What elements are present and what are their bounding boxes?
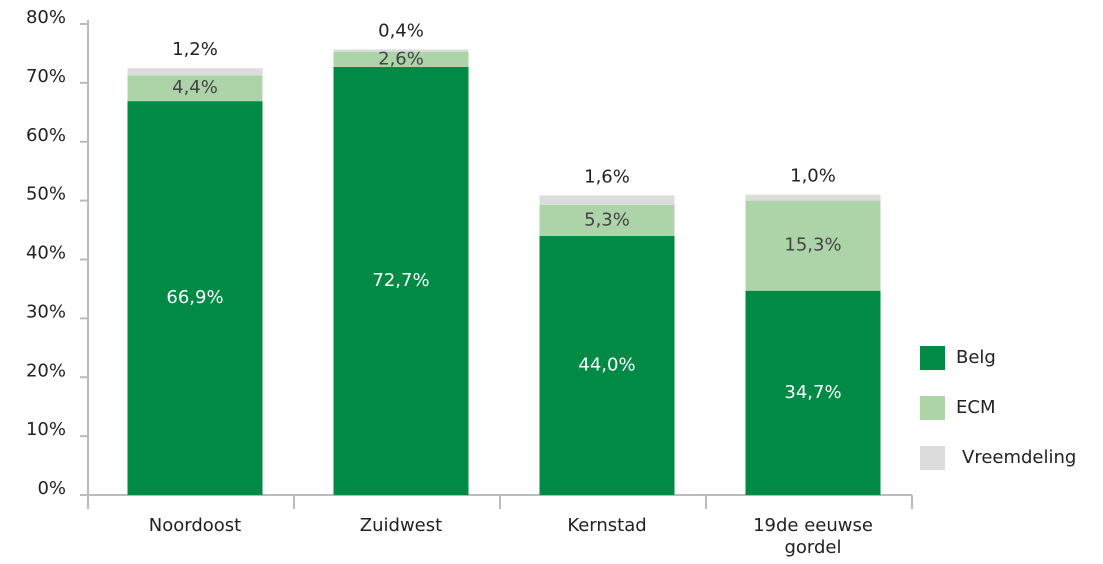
y-tick-label: 80% <box>26 7 66 28</box>
data-label: 15,3% <box>784 235 841 256</box>
y-tick-label: 10% <box>26 419 66 440</box>
legend-swatch <box>920 346 945 370</box>
data-label: 66,9% <box>166 287 223 308</box>
data-label: 1,2% <box>172 39 218 60</box>
bar-segment <box>745 200 881 291</box>
legend-label: ECM <box>956 397 995 418</box>
bar-segment <box>745 194 881 201</box>
x-tick-label: 19de eeuwse gordel <box>753 515 873 558</box>
data-label: 1,6% <box>584 166 630 187</box>
bar-segment <box>333 51 469 67</box>
data-label: 34,7% <box>784 382 841 403</box>
y-tick-label: 60% <box>26 125 66 146</box>
y-tick-label: 50% <box>26 184 66 205</box>
bar-segment <box>333 66 469 495</box>
y-tick-label: 40% <box>26 243 66 264</box>
data-label: 1,0% <box>790 166 836 187</box>
legend-label: Belg <box>956 347 996 368</box>
bar-segment <box>127 101 263 495</box>
data-label: 2,6% <box>378 48 424 69</box>
y-tick-label: 30% <box>26 301 66 322</box>
bar-segment <box>539 195 675 205</box>
data-label: 44,0% <box>578 354 635 375</box>
data-label: 5,3% <box>584 209 630 230</box>
bar-segment <box>127 75 263 102</box>
bar-segment <box>539 204 675 236</box>
data-label: 72,7% <box>372 270 429 291</box>
data-label: 4,4% <box>172 77 218 98</box>
y-tick-label: 20% <box>26 360 66 381</box>
bar-segment <box>127 68 263 76</box>
y-tick-label: 70% <box>26 66 66 87</box>
legend-label: Vreemdeling <box>962 447 1076 468</box>
data-label: 0,4% <box>378 20 424 41</box>
legend-swatch <box>920 446 945 470</box>
bar-segment <box>333 49 469 52</box>
x-tick-label: Kernstad <box>567 515 647 536</box>
x-tick-label: Noordoost <box>148 515 242 536</box>
y-tick-label: 0% <box>37 478 66 499</box>
legend-swatch <box>920 396 945 420</box>
bar-segment <box>745 290 881 495</box>
x-tick-label: Zuidwest <box>359 515 443 536</box>
bar-segment <box>539 235 675 495</box>
